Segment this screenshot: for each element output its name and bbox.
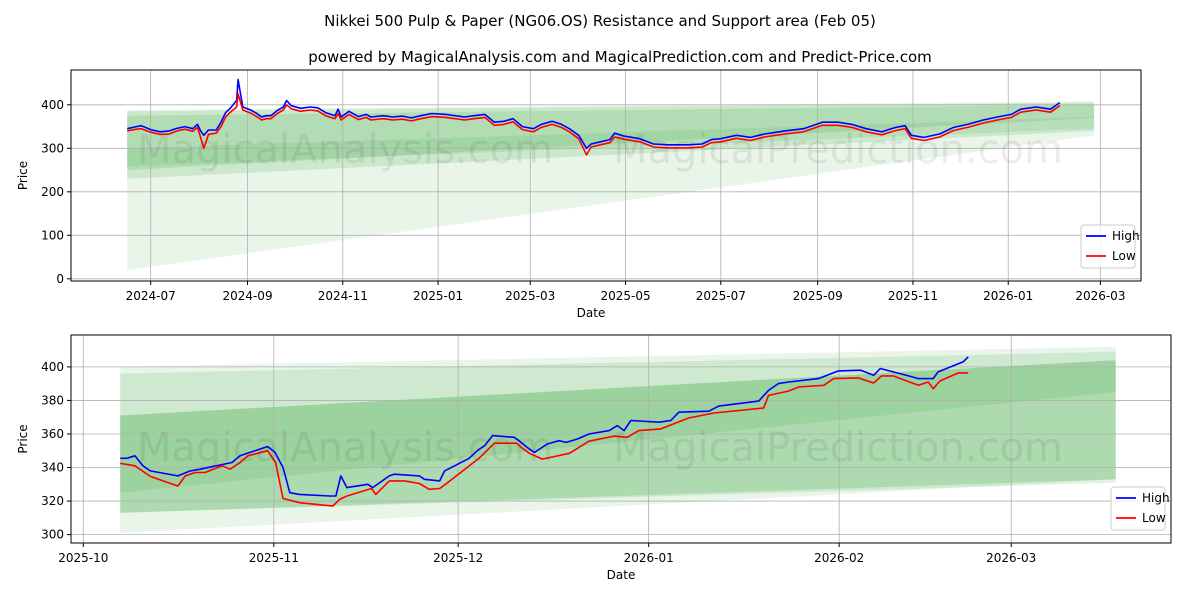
x-tick-label: 2024-11 (318, 289, 368, 303)
x-tick-label: 2026-03 (986, 551, 1036, 565)
support-resistance-band (127, 101, 1095, 271)
x-axis-label: Date (577, 306, 606, 320)
y-tick-label: 100 (41, 228, 64, 242)
legend-label-low: Low (1112, 249, 1136, 263)
y-tick-label: 400 (41, 360, 64, 374)
bottom-chart: 2025-10 2025-11 2025-12 2026-01 2026-02 2026-… (16, 334, 1172, 582)
series-line-low (120, 372, 969, 507)
x-tick-label: 2025-11 (888, 289, 938, 303)
watermark: MagicalAnalysis.com (137, 127, 553, 173)
y-tick-label: 200 (41, 185, 64, 199)
y-axis-label: Price (16, 161, 30, 190)
y-tick-label: 340 (41, 461, 64, 475)
x-tick-label: 2025-11 (249, 551, 299, 565)
watermark: MagicalAnalysis.com (137, 425, 553, 471)
x-tick-label: 2025-09 (793, 289, 843, 303)
legend-label-high: High (1112, 229, 1140, 243)
x-tick-label: 2026-02 (814, 551, 864, 565)
x-tick-label: 2026-01 (983, 289, 1033, 303)
watermark: MagicalPrediction.com (613, 425, 1063, 471)
series-line-high (120, 356, 969, 497)
y-tick-label: 300 (41, 141, 64, 155)
y-tick-label: 380 (41, 393, 64, 407)
legend: High Low (1080, 224, 1140, 269)
y-tick-label: 300 (41, 528, 64, 542)
legend-label-low: Low (1142, 511, 1166, 525)
series-line-low (127, 93, 1061, 156)
x-tick-label: 2025-05 (600, 289, 650, 303)
chart-subtitle: powered by MagicalAnalysis.com and Magic… (308, 48, 932, 66)
x-tick-label: 2026-03 (1075, 289, 1125, 303)
x-tick-label: 2026-01 (624, 551, 674, 565)
support-resistance-band (120, 351, 1116, 513)
x-tick-label: 2024-09 (222, 289, 272, 303)
legend: High Low (1110, 486, 1170, 531)
x-tick-label: 2025-01 (413, 289, 463, 303)
plot-frame (70, 69, 1142, 282)
chart-title: Nikkei 500 Pulp & Paper (NG06.OS) Resist… (324, 12, 876, 30)
x-tick-label: 2025-07 (696, 289, 746, 303)
x-axis-label: Date (607, 568, 636, 582)
y-tick-label: 320 (41, 494, 64, 508)
series-line-high (127, 78, 1061, 150)
x-tick-label: 2025-03 (505, 289, 555, 303)
x-tick-label: 2025-12 (433, 551, 483, 565)
y-tick-label: 400 (41, 98, 64, 112)
legend-label-high: High (1142, 491, 1170, 505)
y-tick-label: 360 (41, 427, 64, 441)
plot-frame (70, 334, 1172, 544)
y-axis-label: Price (16, 424, 30, 453)
x-tick-label: 2025-10 (58, 551, 108, 565)
y-tick-label: 0 (56, 272, 64, 286)
watermark: MagicalPrediction.com (613, 127, 1063, 173)
top-chart: 2024-07 2024-09 2024-11 2025-01 2025-03 2025-… (16, 69, 1142, 320)
support-resistance-band (120, 346, 1116, 533)
x-tick-label: 2024-07 (126, 289, 176, 303)
